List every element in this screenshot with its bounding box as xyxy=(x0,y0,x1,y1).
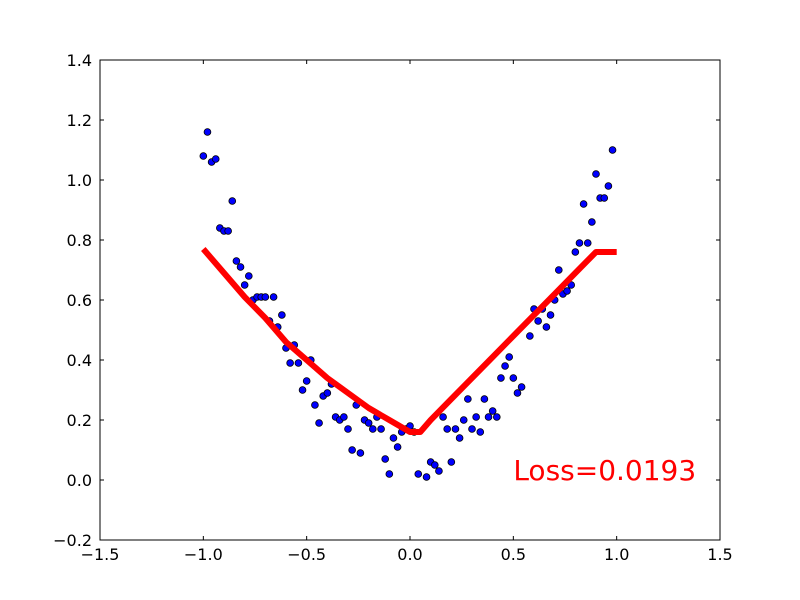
scatter-point xyxy=(459,416,468,424)
scatter-point xyxy=(368,425,377,433)
scatter-point xyxy=(497,374,505,382)
scatter-point xyxy=(294,359,303,367)
loss-annotation: Loss=0.0193 xyxy=(513,454,696,487)
y-tick-label: 0.4 xyxy=(67,351,92,370)
x-tick-label: 1.0 xyxy=(604,545,629,564)
scatter-point xyxy=(340,413,348,421)
scatter-point xyxy=(344,425,352,433)
scatter-point xyxy=(546,311,555,319)
scatter-point xyxy=(526,332,534,340)
scatter-point xyxy=(583,239,592,247)
scatter-point xyxy=(199,152,208,160)
scatter-point xyxy=(381,455,390,463)
y-tick-label: 1.2 xyxy=(67,111,92,130)
scatter-point xyxy=(468,425,476,433)
scatter-point xyxy=(554,266,563,274)
labels-layer: −1.5 −1.0 −0.5 0.0 0.5 1.0 1.5 −0.2 0.0 0.2 0.4 0.6… xyxy=(53,51,733,564)
scatter-points xyxy=(199,128,617,481)
scatter-point xyxy=(509,374,518,382)
scatter-point xyxy=(232,257,241,265)
fit-line xyxy=(201,247,617,435)
scatter-point xyxy=(513,389,522,397)
scatter-point xyxy=(567,281,575,289)
scatter-point xyxy=(517,383,526,391)
y-tick-label: 0.8 xyxy=(67,231,92,250)
scatter-point xyxy=(534,317,542,325)
x-tick-label: −1.0 xyxy=(184,545,223,564)
scatter-point xyxy=(430,461,439,469)
scatter-point xyxy=(203,128,212,136)
y-tick-label: 0.0 xyxy=(67,471,92,490)
scatter-point xyxy=(472,413,480,421)
scatter-point xyxy=(302,377,311,385)
scatter-point xyxy=(393,443,402,451)
scatter-point xyxy=(356,449,365,457)
scatter-point xyxy=(377,425,385,433)
scatter-point xyxy=(484,413,493,421)
scatter-point xyxy=(579,200,588,208)
scatter-point xyxy=(228,197,237,205)
scatter-point xyxy=(447,458,456,466)
scatter-point xyxy=(488,407,497,415)
scatter-point xyxy=(571,248,580,256)
scatter-point xyxy=(414,470,423,478)
scatter-point xyxy=(451,425,460,433)
scatter-point xyxy=(542,323,551,331)
scatter-point xyxy=(588,218,596,226)
scatter-point xyxy=(261,293,270,301)
scatter-point xyxy=(608,146,617,154)
scatter-point xyxy=(364,419,373,427)
scatter-point xyxy=(385,470,394,478)
scatter-point xyxy=(240,281,249,289)
scatter-point xyxy=(245,272,253,280)
scatter-point xyxy=(563,287,571,295)
scatter-point xyxy=(435,467,443,475)
scatter-point xyxy=(505,353,514,361)
scatter-point xyxy=(269,293,278,301)
scatter-point xyxy=(389,434,398,442)
plot-frame xyxy=(99,59,721,541)
y-tick-label: 1.4 xyxy=(67,51,92,70)
scatter-point xyxy=(455,434,464,442)
scatter-point xyxy=(422,473,431,481)
y-tick-label: 0.2 xyxy=(67,411,92,430)
fit-line-layer xyxy=(201,247,617,435)
y-tick-label: 0.6 xyxy=(67,291,92,310)
x-tick-label: 0.5 xyxy=(501,545,526,564)
scatter-point xyxy=(592,170,600,178)
scatter-point xyxy=(439,413,447,421)
y-tick-label: −0.2 xyxy=(53,531,92,550)
scatter-point xyxy=(501,362,509,370)
scatter-point xyxy=(298,386,307,394)
scatter-point xyxy=(443,425,452,433)
scatter-point xyxy=(600,194,609,202)
scatter-point xyxy=(224,227,232,235)
scatter-point xyxy=(604,182,613,190)
x-tick-label: −0.5 xyxy=(287,545,326,564)
scatter-point xyxy=(311,401,319,409)
scatter-point xyxy=(315,419,323,427)
x-tick-label: 1.5 xyxy=(707,545,732,564)
scatter-point xyxy=(278,311,286,319)
y-tick-label: 1.0 xyxy=(67,171,92,190)
scatter-point xyxy=(211,155,220,163)
scatter-point xyxy=(348,446,356,454)
scatter-point xyxy=(236,263,245,271)
scatter-point xyxy=(323,389,332,397)
scatter-point xyxy=(286,359,294,367)
x-tick-label: 0.0 xyxy=(397,545,422,564)
scatter-point xyxy=(575,239,584,247)
x-tick-label: −1.5 xyxy=(81,545,120,564)
scatter-point xyxy=(464,395,472,403)
scatter-point xyxy=(476,428,485,436)
scatter-point xyxy=(492,413,501,421)
scatter-point xyxy=(480,395,489,403)
